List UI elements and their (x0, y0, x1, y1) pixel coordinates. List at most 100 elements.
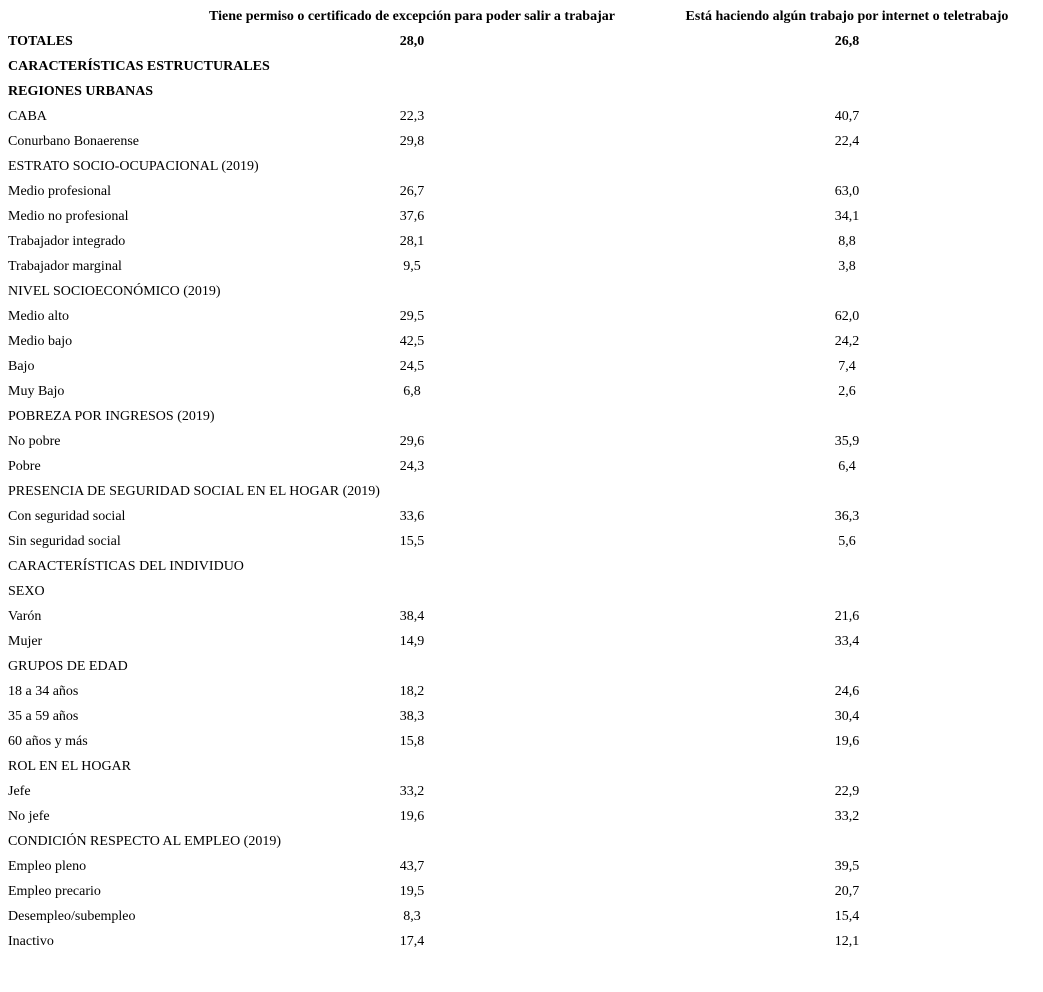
cell-value: 29,5 (399, 308, 425, 324)
cell-value: 19,6 (399, 808, 425, 824)
table-row: 18 a 34 años 18,2 24,6 (4, 679, 1039, 704)
table-row: No jefe 19,6 33,2 (4, 804, 1039, 829)
table-row: CARACTERÍSTICAS DEL INDIVIDUO (4, 554, 1039, 579)
cell-value: 18,2 (399, 683, 425, 699)
row-label: CABA (8, 108, 47, 124)
row-label: Empleo precario (8, 883, 101, 899)
cell-value: 42,5 (399, 333, 425, 349)
row-label: Empleo pleno (8, 858, 87, 874)
row-label: Pobre (8, 458, 41, 474)
row-label: Trabajador integrado (8, 233, 126, 249)
row-label: Jefe (8, 783, 31, 799)
row-label: Muy Bajo (8, 383, 65, 399)
row-label: Medio profesional (8, 183, 112, 199)
cell-value: 33,2 (399, 783, 425, 799)
cell-value: 15,5 (399, 533, 425, 549)
header-row: Tiene permiso o certificado de excepción… (4, 5, 1039, 29)
empty-cell (655, 554, 1039, 579)
cell-value: 43,7 (399, 858, 425, 874)
table-row: 60 años y más 15,8 19,6 (4, 729, 1039, 754)
row-label: CARACTERÍSTICAS ESTRUCTURALES (8, 58, 270, 74)
cell-value: 26,8 (834, 33, 860, 49)
cell-value: 39,5 (834, 858, 860, 874)
row-label: PRESENCIA DE SEGURIDAD SOCIAL EN EL HOGA… (8, 483, 380, 499)
table-row: ROL EN EL HOGAR (4, 754, 1039, 779)
table-row: Medio bajo 42,5 24,2 (4, 329, 1039, 354)
table-row: Muy Bajo 6,8 2,6 (4, 379, 1039, 404)
empty-cell (169, 404, 655, 429)
column-header: Tiene permiso o certificado de excepción… (209, 9, 615, 24)
empty-cell (169, 754, 655, 779)
empty-cell (655, 654, 1039, 679)
row-label: Inactivo (8, 933, 54, 949)
row-label: Mujer (8, 633, 43, 649)
table-row: Sin seguridad social 15,5 5,6 (4, 529, 1039, 554)
cell-value: 37,6 (399, 208, 425, 224)
table-row: CARACTERÍSTICAS ESTRUCTURALES (4, 54, 1039, 79)
table-row: Medio profesional 26,7 63,0 (4, 179, 1039, 204)
row-label: POBREZA POR INGRESOS (2019) (8, 408, 215, 424)
row-label: Desempleo/subempleo (8, 908, 136, 924)
cell-value: 19,6 (834, 733, 860, 749)
row-label: Varón (8, 608, 42, 624)
row-label: CONDICIÓN RESPECTO AL EMPLEO (2019) (8, 833, 282, 849)
row-label: Trabajador marginal (8, 258, 122, 274)
cell-value: 12,1 (834, 933, 860, 949)
cell-value: 40,7 (834, 108, 860, 124)
table-row: NIVEL SOCIOECONÓMICO (2019) (4, 279, 1039, 304)
table-row: Con seguridad social 33,6 36,3 (4, 504, 1039, 529)
header-corner (4, 5, 169, 29)
cell-value: 33,4 (834, 633, 860, 649)
row-label: Medio bajo (8, 333, 73, 349)
cell-value: 19,5 (399, 883, 425, 899)
cell-value: 26,7 (399, 183, 425, 199)
empty-cell (655, 79, 1039, 104)
row-label: TOTALES (8, 33, 73, 49)
row-label: GRUPOS DE EDAD (8, 658, 128, 674)
row-label: Con seguridad social (8, 508, 126, 524)
row-label: Conurbano Bonaerense (8, 133, 140, 149)
table-row: Bajo 24,5 7,4 (4, 354, 1039, 379)
empty-cell (655, 154, 1039, 179)
table-row: Varón 38,4 21,6 (4, 604, 1039, 629)
row-label: 35 a 59 años (8, 708, 79, 724)
empty-cell (655, 754, 1039, 779)
cell-value: 63,0 (834, 183, 860, 199)
table-row: Empleo precario 19,5 20,7 (4, 879, 1039, 904)
table-row: Conurbano Bonaerense 29,8 22,4 (4, 129, 1039, 154)
cell-value: 15,8 (399, 733, 425, 749)
table-row: Pobre 24,3 6,4 (4, 454, 1039, 479)
cell-value: 33,6 (399, 508, 425, 524)
cell-value: 33,2 (834, 808, 860, 824)
cell-value: 24,3 (399, 458, 425, 474)
row-label: No jefe (8, 808, 50, 824)
table-body: Tiene permiso o certificado de excepción… (4, 5, 1039, 954)
table-row: SEXO (4, 579, 1039, 604)
table-row: PRESENCIA DE SEGURIDAD SOCIAL EN EL HOGA… (4, 479, 1039, 504)
table-row: Desempleo/subempleo 8,3 15,4 (4, 904, 1039, 929)
cell-value: 38,4 (399, 608, 425, 624)
empty-cell (655, 829, 1039, 854)
table-row: Mujer 14,9 33,4 (4, 629, 1039, 654)
cell-value: 22,3 (399, 108, 425, 124)
table-row: CONDICIÓN RESPECTO AL EMPLEO (2019) (4, 829, 1039, 854)
cell-value: 8,3 (403, 908, 421, 924)
table-row: POBREZA POR INGRESOS (2019) (4, 404, 1039, 429)
empty-cell (655, 579, 1039, 604)
cell-value: 3,8 (838, 258, 856, 274)
row-label: NIVEL SOCIOECONÓMICO (2019) (8, 283, 221, 299)
empty-cell (655, 279, 1039, 304)
table-row: CABA 22,3 40,7 (4, 104, 1039, 129)
row-label: 60 años y más (8, 733, 88, 749)
cell-value: 5,6 (838, 533, 856, 549)
cell-value: 24,2 (834, 333, 860, 349)
table-row: Inactivo 17,4 12,1 (4, 929, 1039, 954)
table-row: GRUPOS DE EDAD (4, 654, 1039, 679)
cell-value: 28,0 (399, 33, 425, 49)
row-label: REGIONES URBANAS (8, 83, 154, 99)
empty-cell (655, 54, 1039, 79)
data-table: Tiene permiso o certificado de excepción… (4, 5, 1039, 954)
cell-value: 14,9 (399, 633, 425, 649)
cell-value: 34,1 (834, 208, 860, 224)
